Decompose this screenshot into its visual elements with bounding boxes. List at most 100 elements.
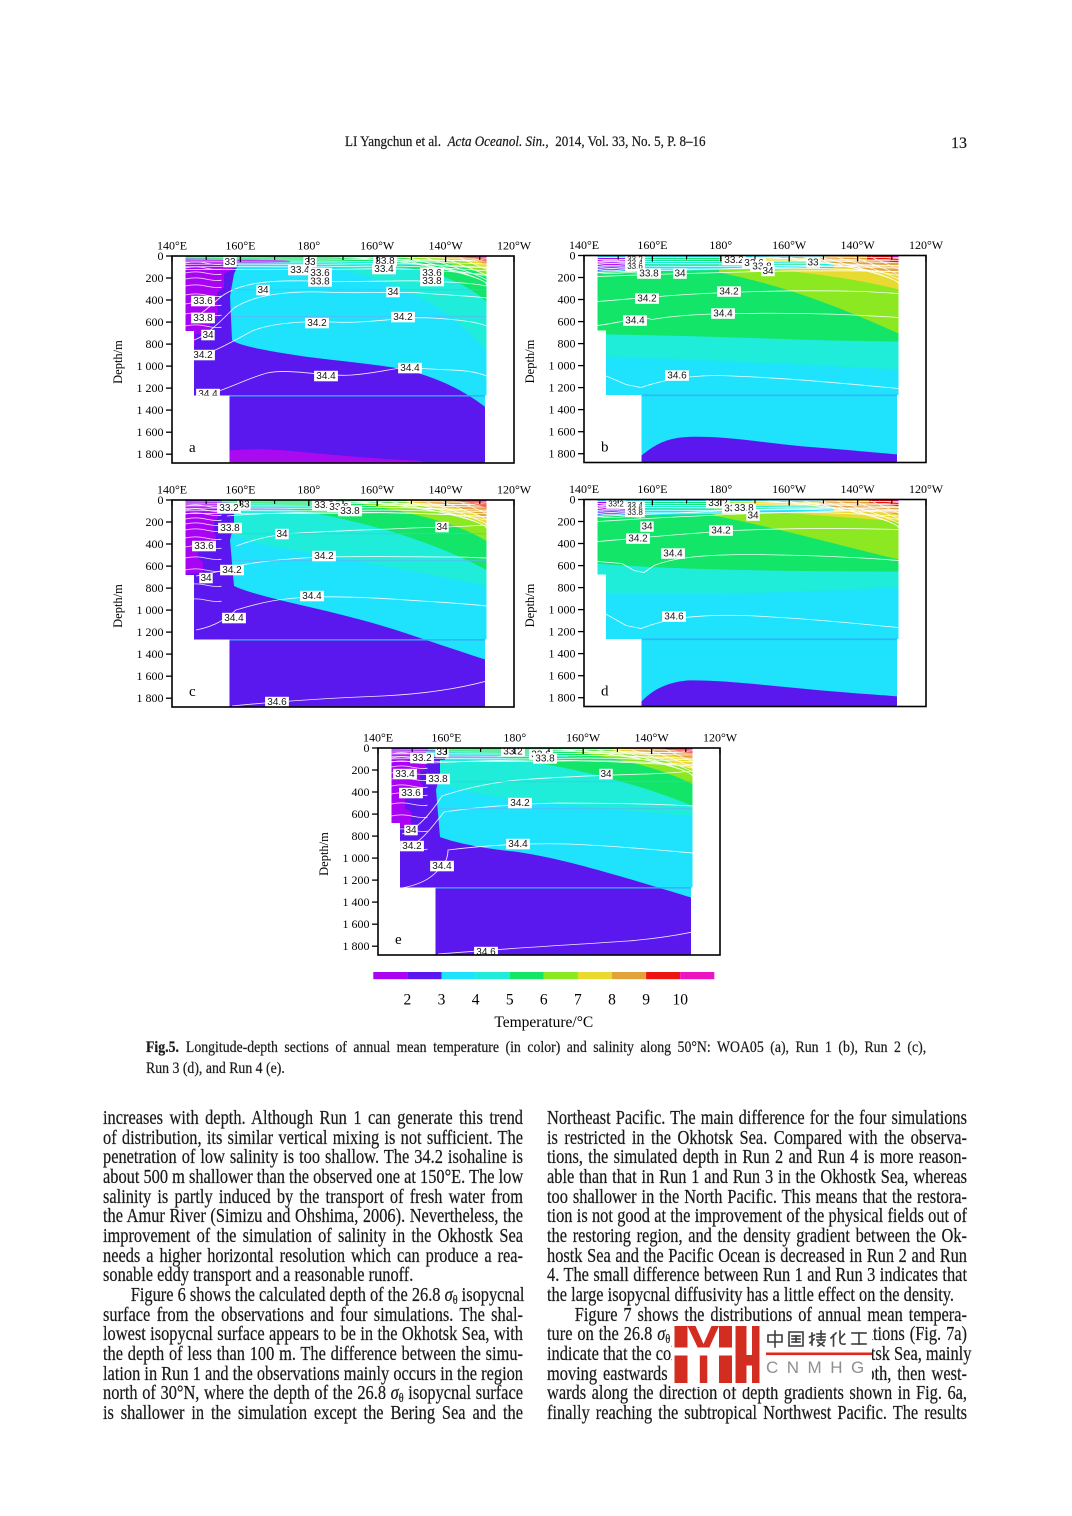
svg-text:140°E: 140°E: [157, 483, 187, 497]
svg-text:33.4: 33.4: [374, 264, 394, 275]
svg-text:34.4: 34.4: [508, 839, 528, 850]
svg-text:33.8: 33.8: [422, 276, 442, 287]
svg-text:1 600: 1 600: [137, 425, 164, 439]
svg-text:34.2: 34.2: [510, 798, 530, 809]
svg-text:1 400: 1 400: [137, 403, 164, 417]
svg-text:120°W: 120°W: [703, 731, 738, 745]
svg-text:a: a: [189, 440, 196, 456]
svg-text:1 200: 1 200: [549, 625, 576, 639]
svg-text:200: 200: [352, 763, 370, 777]
svg-text:120°W: 120°W: [909, 482, 944, 496]
svg-text:140°E: 140°E: [363, 731, 393, 745]
svg-text:33.2: 33.2: [724, 255, 744, 266]
svg-text:180°: 180°: [297, 239, 320, 253]
svg-text:120°W: 120°W: [909, 238, 944, 252]
svg-text:120°W: 120°W: [497, 239, 532, 253]
svg-text:800: 800: [146, 581, 164, 595]
svg-text:34.6: 34.6: [667, 370, 687, 381]
svg-text:5: 5: [506, 992, 514, 1009]
svg-text:34.4: 34.4: [432, 861, 452, 872]
svg-text:33.6: 33.6: [401, 788, 421, 799]
svg-text:33.2: 33.2: [412, 753, 432, 764]
svg-text:33.4: 33.4: [395, 769, 415, 780]
svg-text:120°W: 120°W: [497, 483, 532, 497]
svg-text:34.4: 34.4: [198, 389, 218, 400]
svg-text:160°W: 160°W: [360, 239, 395, 253]
svg-text:140°W: 140°W: [841, 238, 876, 252]
svg-text:33: 33: [807, 257, 819, 268]
svg-text:1 800: 1 800: [549, 447, 576, 461]
svg-text:Temperature/°C: Temperature/°C: [494, 1014, 593, 1031]
svg-text:c: c: [189, 684, 196, 700]
svg-text:33.6: 33.6: [193, 296, 213, 307]
svg-text:2: 2: [404, 992, 412, 1009]
svg-text:34.4: 34.4: [316, 371, 336, 382]
svg-text:33.6: 33.6: [310, 268, 330, 279]
svg-text:600: 600: [558, 315, 576, 329]
svg-text:34.4: 34.4: [400, 363, 420, 374]
svg-text:1 400: 1 400: [343, 895, 370, 909]
svg-text:7: 7: [574, 992, 582, 1009]
svg-text:1 000: 1 000: [137, 603, 164, 617]
svg-text:34: 34: [436, 522, 448, 533]
svg-text:1 400: 1 400: [549, 647, 576, 661]
svg-text:200: 200: [558, 515, 576, 529]
svg-text:400: 400: [146, 293, 164, 307]
svg-text:33.2: 33.2: [314, 500, 334, 511]
svg-text:160°E: 160°E: [637, 238, 667, 252]
svg-text:34: 34: [762, 266, 774, 277]
svg-text:140°W: 140°W: [635, 731, 670, 745]
svg-text:3: 3: [438, 992, 446, 1009]
svg-text:33.8: 33.8: [734, 503, 754, 514]
svg-text:33.8: 33.8: [220, 523, 240, 534]
svg-text:140°W: 140°W: [429, 483, 464, 497]
svg-text:800: 800: [352, 829, 370, 843]
svg-text:600: 600: [558, 559, 576, 573]
svg-text:800: 800: [558, 581, 576, 595]
svg-text:1 400: 1 400: [549, 403, 576, 417]
svg-text:800: 800: [558, 337, 576, 351]
svg-text:33.8: 33.8: [639, 268, 659, 279]
svg-text:160°W: 160°W: [566, 731, 601, 745]
svg-text:34.4: 34.4: [713, 308, 733, 319]
svg-text:34.2: 34.2: [193, 350, 213, 361]
svg-text:34.2: 34.2: [393, 312, 413, 323]
svg-text:d: d: [601, 684, 609, 700]
svg-text:33.2: 33.2: [503, 746, 523, 757]
svg-text:Depth/m: Depth/m: [523, 339, 537, 383]
svg-text:33.2: 33.2: [708, 498, 728, 509]
svg-text:33.8: 33.8: [340, 506, 360, 517]
svg-text:34.2: 34.2: [314, 551, 334, 562]
svg-text:CNMHG: CNMHG: [766, 1358, 873, 1377]
svg-text:34: 34: [674, 268, 686, 279]
svg-text:33: 33: [238, 499, 250, 510]
svg-text:1 200: 1 200: [549, 381, 576, 395]
svg-text:b: b: [601, 440, 609, 456]
svg-text:140°W: 140°W: [429, 239, 464, 253]
svg-text:400: 400: [352, 785, 370, 799]
svg-text:33.8: 33.8: [193, 313, 213, 324]
svg-text:0: 0: [158, 249, 164, 263]
svg-text:0: 0: [364, 741, 370, 755]
svg-text:33.2: 33.2: [219, 503, 239, 514]
svg-text:34.2: 34.2: [711, 525, 731, 536]
svg-text:10: 10: [672, 992, 688, 1009]
svg-text:160°W: 160°W: [772, 482, 807, 496]
svg-text:160°E: 160°E: [637, 482, 667, 496]
svg-text:34: 34: [257, 285, 269, 296]
svg-text:600: 600: [146, 559, 164, 573]
svg-text:1 800: 1 800: [137, 447, 164, 461]
svg-text:34: 34: [405, 825, 417, 836]
svg-text:200: 200: [558, 271, 576, 285]
svg-text:33: 33: [224, 257, 236, 268]
svg-text:140°E: 140°E: [157, 239, 187, 253]
svg-text:400: 400: [558, 293, 576, 307]
svg-text:1 600: 1 600: [137, 669, 164, 683]
svg-text:34: 34: [200, 573, 212, 584]
svg-text:33.6: 33.6: [627, 262, 643, 271]
svg-text:33.6: 33.6: [422, 268, 442, 279]
svg-text:160°E: 160°E: [225, 239, 255, 253]
svg-text:140°E: 140°E: [569, 482, 599, 496]
svg-text:34.2: 34.2: [628, 533, 648, 544]
svg-text:34.4: 34.4: [663, 548, 683, 559]
